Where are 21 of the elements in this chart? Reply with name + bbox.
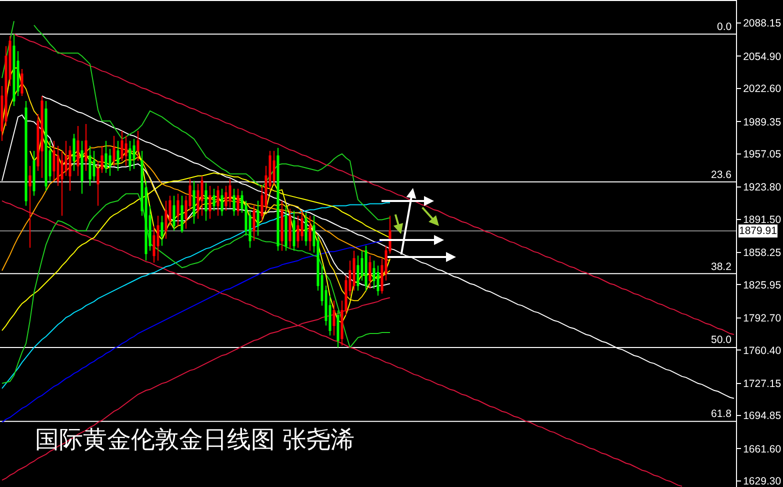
annotation: 23.6 (711, 169, 732, 181)
y-tick-label: 2022.60 (743, 83, 782, 96)
y-tick-label: 1858.25 (743, 247, 782, 260)
y-tick-label: 1989.35 (743, 116, 782, 128)
y-tick-label: 1891.50 (743, 214, 782, 226)
y-tick-label: 2054.90 (743, 50, 782, 63)
y-tick-label: 1760.40 (743, 344, 782, 357)
y-tick-label: 1727.15 (743, 378, 782, 390)
y-tick-label: 1694.85 (743, 410, 782, 422)
annotation: 38.2 (711, 261, 732, 273)
y-tick-label: 1957.05 (743, 148, 782, 161)
ref-line-label: 1879.91 (739, 225, 778, 237)
y-tick-label: 1661.60 (743, 443, 782, 456)
y-tick-label: 1923.80 (743, 182, 782, 194)
annotation: 61.8 (711, 408, 732, 420)
y-tick-label: 2088.15 (743, 18, 782, 30)
y-tick-label: 1792.70 (743, 312, 782, 325)
annotation: 50.0 (711, 334, 732, 346)
annotation: 0.0 (717, 21, 732, 33)
y-tick-label: 1629.30 (743, 476, 782, 487)
y-tick-label: 1825.95 (743, 279, 782, 292)
